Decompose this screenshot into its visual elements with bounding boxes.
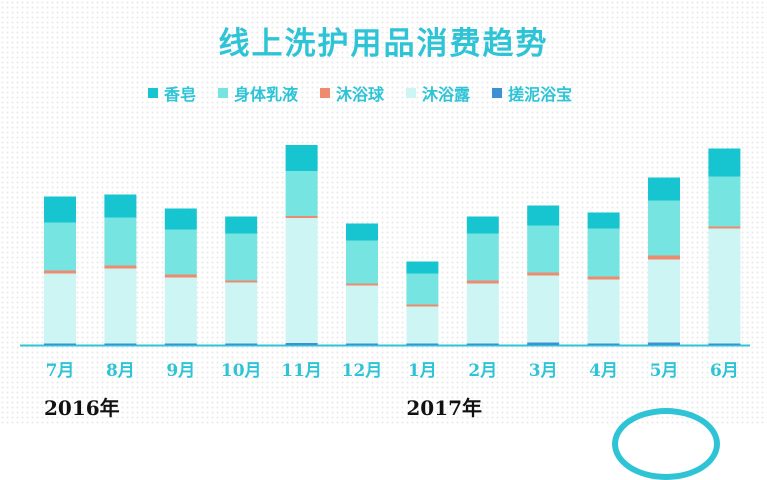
x-tick-label: 2月 [468,361,497,381]
bar-segment [346,223,378,241]
bar-segment [44,270,76,274]
bar-segment [708,176,741,227]
bar-segment [285,171,318,216]
x-tick-label: 7月 [46,361,75,381]
bar-segment [164,274,197,278]
bar-segment [527,205,560,226]
legend-swatch [492,88,503,98]
bar-segment [164,229,197,275]
bar-segment [527,272,560,276]
bar-segment [104,343,137,345]
bar-segment [104,265,137,269]
chart-title: 线上洗护用品消费趋势 [218,26,549,62]
bar-segment [44,343,76,345]
bar-segment [466,233,499,281]
bar-segment [346,283,378,286]
legend-item: 沐浴球 [320,81,384,105]
bar-segment [225,280,258,283]
bar-segment [285,218,318,343]
bar-segment [346,343,378,345]
bar-segment [104,268,137,344]
bar-segment [406,306,439,344]
x-tick-label: 10月 [221,361,262,381]
bar-segment [466,283,499,344]
bar-segment [708,343,741,345]
x-tick-label: 4月 [589,361,618,381]
bar-segment [587,228,620,277]
bar-segment [648,259,680,343]
bar-segment [164,208,197,230]
legend-label: 沐浴球 [336,85,385,104]
bar-segment [164,277,197,344]
x-tick-label: 3月 [529,361,558,381]
bar-segment [346,240,378,284]
x-tick-label: 6月 [710,361,739,381]
bar-segment [466,343,499,345]
bar-segment [648,342,680,345]
x-tick-label: 12月 [342,361,383,381]
x-tick-label: 9月 [166,361,195,381]
bar-segment [225,343,258,345]
legend-item: 身体乳液 [218,81,298,105]
bar-segment [708,148,741,177]
bar-segment [587,276,620,280]
legend-item: 香皂 [148,81,196,105]
year-label: 2016年 [44,396,120,420]
year-label: 2017年 [406,396,483,420]
legend-label: 搓泥浴宝 [508,85,573,104]
bar-segment [44,222,76,271]
bar-segment [164,343,197,345]
bar-segment [44,196,76,223]
legend-item: 搓泥浴宝 [492,81,572,105]
bar-segment [406,304,439,307]
bar-segment [406,261,439,274]
legend-label: 香皂 [164,85,197,104]
x-tick-label: 8月 [106,361,135,381]
bar-segment [104,217,137,266]
legend: 香皂 身体乳液 沐浴球 沐浴露 搓泥浴宝 [148,82,572,104]
bar-segment [285,145,318,171]
bar-segment [225,282,258,344]
bar-segment [587,279,620,344]
bar-segment [648,200,680,256]
bar-segment [406,273,439,305]
bar-segment [587,212,620,229]
bar-segment [466,280,499,284]
bar-segment [346,285,378,344]
bar-segment [466,216,499,234]
bar-segment [708,228,741,344]
bar-segment [648,255,680,260]
legend-swatch [320,88,331,98]
x-tick-label: 11月 [281,361,322,381]
bar-segment [44,273,76,344]
x-tick-label: 1月 [408,361,437,381]
stacked-bar-chart: 7月 8月 9月 10月 11月 12月 1月 2月 3月 4月 5月 6月 [20,145,750,381]
bar-segment [406,343,439,345]
bar-segment [285,216,318,218]
bar-segment [527,342,560,345]
bar-segment [225,233,258,281]
bar-segment [708,226,741,229]
bar-segment [527,275,560,343]
legend-item: 沐浴露 [406,81,470,105]
bar-segment [285,343,318,345]
legend-swatch [406,88,417,98]
bar-segment [527,225,560,273]
decorative-ring [612,408,720,480]
bar-segment [225,216,258,234]
x-tick-label: 5月 [650,361,679,381]
legend-swatch [218,88,229,98]
legend-label: 沐浴露 [422,85,471,104]
bar-segment [648,177,680,201]
legend-swatch [148,88,158,98]
bar-segment [104,194,137,218]
legend-label: 身体乳液 [234,85,299,104]
bar-segment [587,343,620,345]
